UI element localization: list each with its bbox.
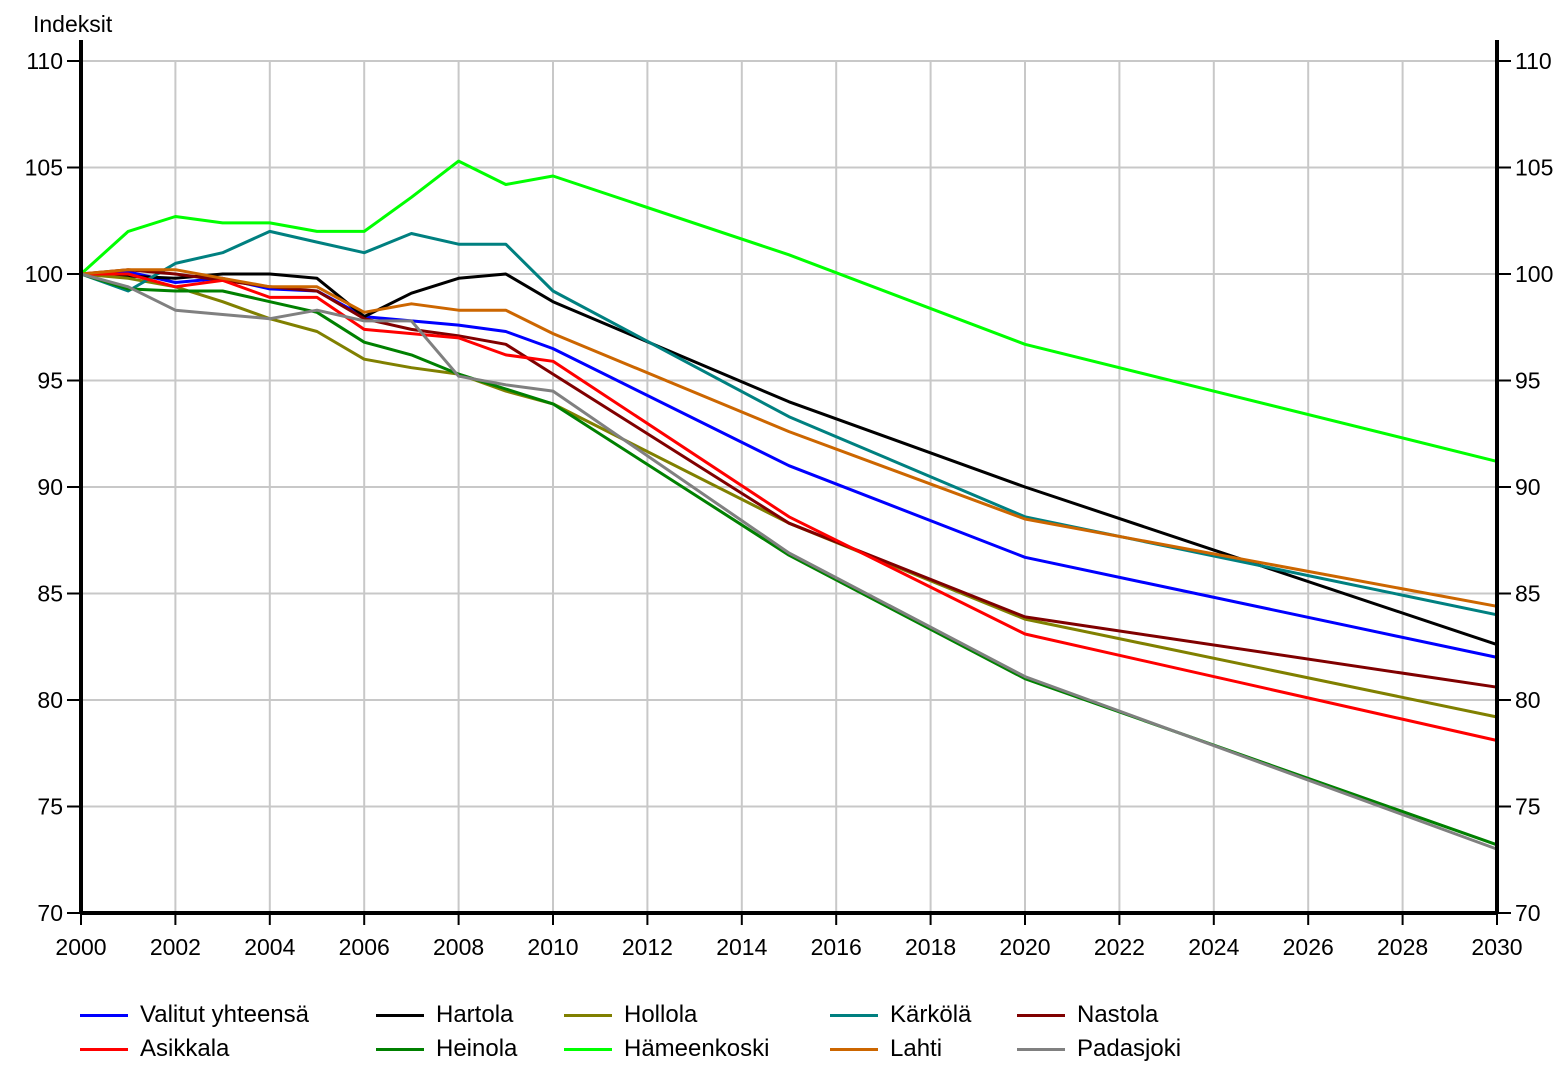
series-line-nastola <box>80 268 1498 689</box>
y-tick-label-right: 100 <box>1515 261 1553 287</box>
legend-item-k-rk-l-: Kärkölä <box>830 1000 971 1030</box>
series-line-valitut-yhteens- <box>80 270 1498 659</box>
series-line-lahti <box>80 268 1498 608</box>
legend-item-valitut-yhteens-: Valitut yhteensä <box>80 1000 309 1030</box>
legend-swatch <box>564 1047 612 1051</box>
y-tick-label-right: 80 <box>1515 687 1541 713</box>
legend-label: Kärkölä <box>890 1001 972 1028</box>
grid <box>80 60 1498 914</box>
y-tick-label-left: 105 <box>25 155 63 181</box>
legend: Valitut yhteensä Hartola Hollola Kärkölä Nas… <box>80 1000 1560 1064</box>
y-tick-label-left: 95 <box>37 368 63 394</box>
x-tick-label: 2006 <box>339 934 390 960</box>
legend-label: Hämeenkoski <box>624 1035 770 1062</box>
legend-item-padasjoki: Padasjoki <box>1017 1034 1181 1064</box>
x-tick-label: 2010 <box>527 934 578 960</box>
y-tick-label-right: 105 <box>1515 155 1553 181</box>
y-tick-label-right: 90 <box>1515 474 1541 500</box>
y-tick-label-left: 80 <box>37 687 63 713</box>
x-tick-label: 2028 <box>1377 934 1428 960</box>
legend-item-lahti: Lahti <box>830 1034 942 1064</box>
x-tick-label: 2016 <box>811 934 862 960</box>
legend-item-nastola: Nastola <box>1017 1000 1158 1030</box>
x-tick-label: 2026 <box>1283 934 1334 960</box>
series-line-heinola <box>80 272 1498 847</box>
y-axis-title: Indeksit <box>33 11 113 37</box>
legend-swatch <box>80 1013 128 1017</box>
y-tick-label-right: 75 <box>1515 794 1541 820</box>
series-line-h-meenkoski <box>79 159 1498 463</box>
legend-label: Lahti <box>890 1035 943 1062</box>
legend-swatch <box>564 1013 612 1017</box>
series-lines <box>79 159 1498 851</box>
x-tick-label: 2030 <box>1471 934 1522 960</box>
legend-label: Nastola <box>1077 1001 1159 1028</box>
series-line-asikkala <box>81 272 1498 742</box>
series-line-k-rk-l- <box>80 229 1498 617</box>
y-tick-label-right: 110 <box>1515 48 1552 74</box>
legend-swatch <box>830 1047 878 1051</box>
x-tick-label: 2024 <box>1188 934 1239 960</box>
y-tick-label-right: 95 <box>1515 368 1541 394</box>
legend-item-heinola: Heinola <box>376 1034 517 1064</box>
legend-label: Padasjoki <box>1077 1035 1182 1062</box>
y-tick-label-left: 110 <box>26 48 63 74</box>
tick-labels: 70 70 75 75 80 80 85 85 90 90 95 95 100 100 105 105 110 1… <box>25 48 1554 960</box>
series-line-hollola <box>80 272 1498 719</box>
y-tick-label-left: 70 <box>37 900 63 926</box>
legend-item-hartola: Hartola <box>376 1000 513 1030</box>
y-tick-label-left: 100 <box>25 261 63 287</box>
legend-item-h-meenkoski: Hämeenkoski <box>564 1034 769 1064</box>
legend-label: Valitut yhteensä <box>140 1001 309 1028</box>
y-tick-label-left: 90 <box>37 474 63 500</box>
legend-swatch <box>80 1047 128 1051</box>
legend-label: Hollola <box>624 1001 698 1028</box>
y-tick-label-right: 70 <box>1515 900 1541 926</box>
y-tick-label-left: 85 <box>37 581 63 607</box>
x-tick-label: 2022 <box>1094 934 1145 960</box>
legend-item-asikkala: Asikkala <box>80 1034 229 1064</box>
legend-swatch <box>376 1013 424 1017</box>
y-tick-label-right: 85 <box>1515 581 1541 607</box>
legend-swatch <box>1017 1013 1065 1017</box>
x-tick-label: 2020 <box>999 934 1050 960</box>
legend-label: Hartola <box>436 1001 514 1028</box>
series-line-padasjoki <box>80 272 1498 851</box>
legend-label: Asikkala <box>140 1035 230 1062</box>
legend-swatch <box>830 1013 878 1017</box>
legend-swatch <box>376 1047 424 1051</box>
x-tick-label: 2014 <box>716 934 767 960</box>
series-line-hartola <box>80 272 1498 647</box>
x-tick-label: 2012 <box>622 934 673 960</box>
x-tick-label: 2008 <box>433 934 484 960</box>
x-tick-label: 2004 <box>244 934 295 960</box>
legend-swatch <box>1017 1047 1065 1051</box>
legend-label: Heinola <box>436 1035 518 1062</box>
line-chart: Indeksit 70 70 75 75 80 80 85 85 90 90 95 95 100 100 1… <box>25 11 1554 960</box>
x-tick-label: 2002 <box>150 934 201 960</box>
x-tick-label: 2018 <box>905 934 956 960</box>
legend-item-hollola: Hollola <box>564 1000 697 1030</box>
x-tick-label: 2000 <box>55 934 106 960</box>
axes <box>67 40 1511 925</box>
y-tick-label-left: 75 <box>37 794 63 820</box>
